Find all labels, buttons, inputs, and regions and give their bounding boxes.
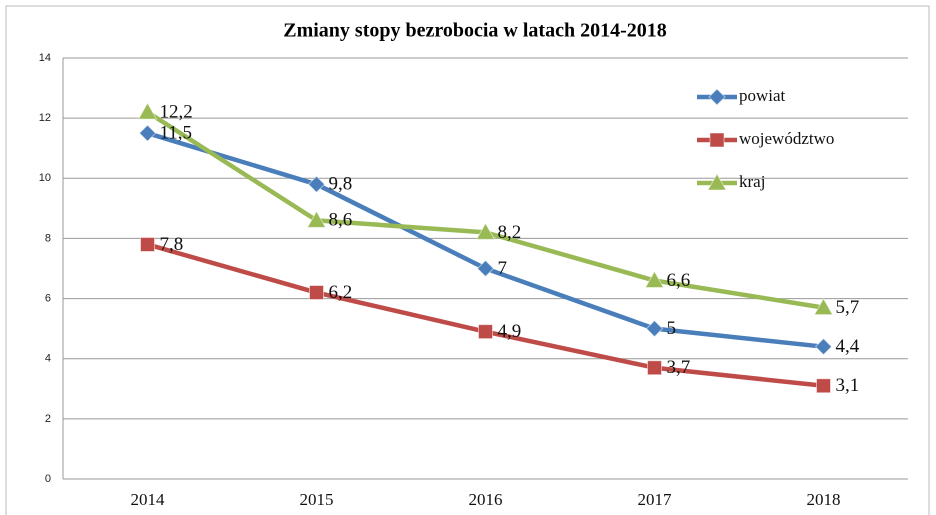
- data-point: [814, 337, 833, 356]
- data-point: [476, 259, 495, 278]
- data-label: 8,6: [329, 210, 353, 231]
- legend-label: województwo: [739, 129, 834, 148]
- data-point: [307, 175, 326, 194]
- data-label: 4,9: [498, 321, 522, 342]
- y-tick-label: 12: [39, 112, 51, 124]
- data-label: 11,5: [160, 123, 193, 144]
- x-tick-label: 2016: [469, 490, 503, 509]
- legend-label: powiat: [739, 86, 786, 105]
- legend-marker: [709, 132, 725, 148]
- y-tick-label: 0: [45, 473, 51, 485]
- legend-label: kraj: [739, 172, 765, 191]
- chart-title: Zmiany stopy bezrobocia w latach 2014-20…: [283, 20, 667, 42]
- data-label: 7,8: [160, 234, 184, 255]
- data-point: [644, 270, 665, 289]
- x-tick-label: 2015: [300, 490, 334, 509]
- data-point: [813, 297, 834, 316]
- x-tick-label: 2017: [638, 490, 673, 509]
- data-point: [647, 360, 662, 376]
- y-tick-label: 4: [45, 353, 51, 365]
- data-label: 5,7: [836, 297, 860, 318]
- y-tick-label: 14: [39, 52, 51, 64]
- data-point: [140, 236, 155, 252]
- data-point: [816, 378, 831, 394]
- data-label: 6,6: [667, 270, 691, 291]
- y-tick-label: 2: [45, 413, 51, 425]
- data-label: 12,2: [160, 101, 193, 122]
- data-label: 9,8: [329, 174, 353, 195]
- x-tick-label: 2014: [131, 490, 166, 509]
- data-point: [309, 285, 324, 301]
- data-label: 7: [498, 258, 508, 279]
- x-tick-label: 2018: [807, 490, 841, 509]
- data-point: [478, 324, 493, 340]
- data-label: 3,7: [667, 357, 691, 378]
- data-point: [475, 222, 496, 240]
- y-tick-label: 6: [45, 292, 51, 304]
- legend-marker: [707, 172, 727, 191]
- data-label: 5: [667, 318, 677, 339]
- data-label: 6,2: [329, 282, 353, 303]
- y-tick-label: 10: [39, 172, 51, 184]
- y-tick-label: 8: [45, 232, 51, 244]
- data-point: [645, 319, 664, 338]
- data-point: [137, 102, 158, 120]
- data-point: [138, 124, 157, 142]
- legend-marker: [708, 88, 726, 106]
- data-point: [306, 210, 327, 228]
- data-label: 8,2: [498, 222, 522, 243]
- data-label: 3,1: [836, 375, 860, 396]
- data-label: 4,4: [836, 336, 860, 357]
